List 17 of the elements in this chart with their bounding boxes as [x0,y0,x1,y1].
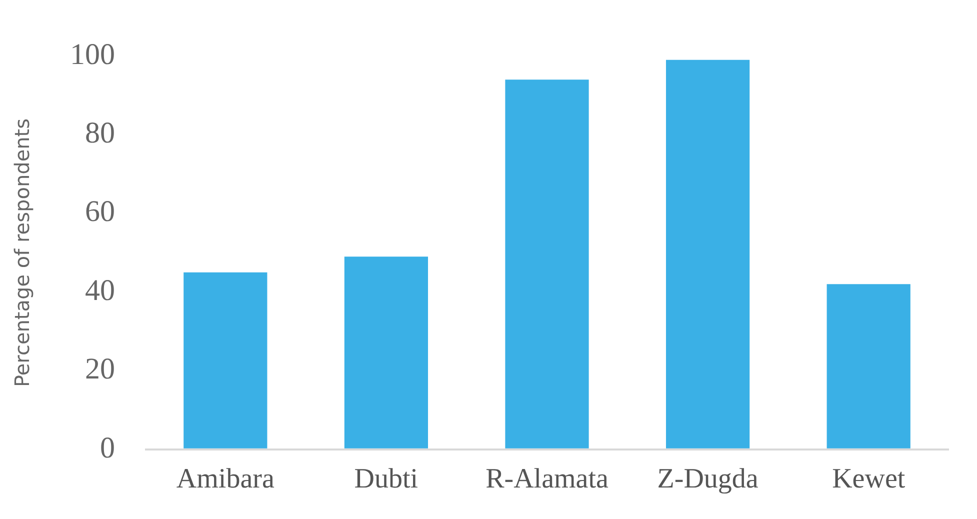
y-tick-label: 40 [85,274,115,307]
bar [505,80,589,448]
y-tick-label: 80 [85,116,115,150]
bar [826,284,910,448]
y-tick-label: 100 [70,38,115,71]
x-tick-label: Z-Dugda [657,464,759,495]
x-tick-label: Dubti [354,464,418,495]
y-tick-label: 20 [85,352,115,386]
x-tick-label: Kewet [832,464,906,495]
x-tick-label: Amibara [176,464,275,495]
bar [184,272,268,448]
bar [666,60,750,448]
x-tick-label: R-Alamata [486,464,609,495]
y-tick-label: 60 [85,195,115,228]
y-axis-title: Percentage of respondents [10,118,34,387]
bar [344,256,428,448]
y-tick-label: 0 [100,431,115,464]
